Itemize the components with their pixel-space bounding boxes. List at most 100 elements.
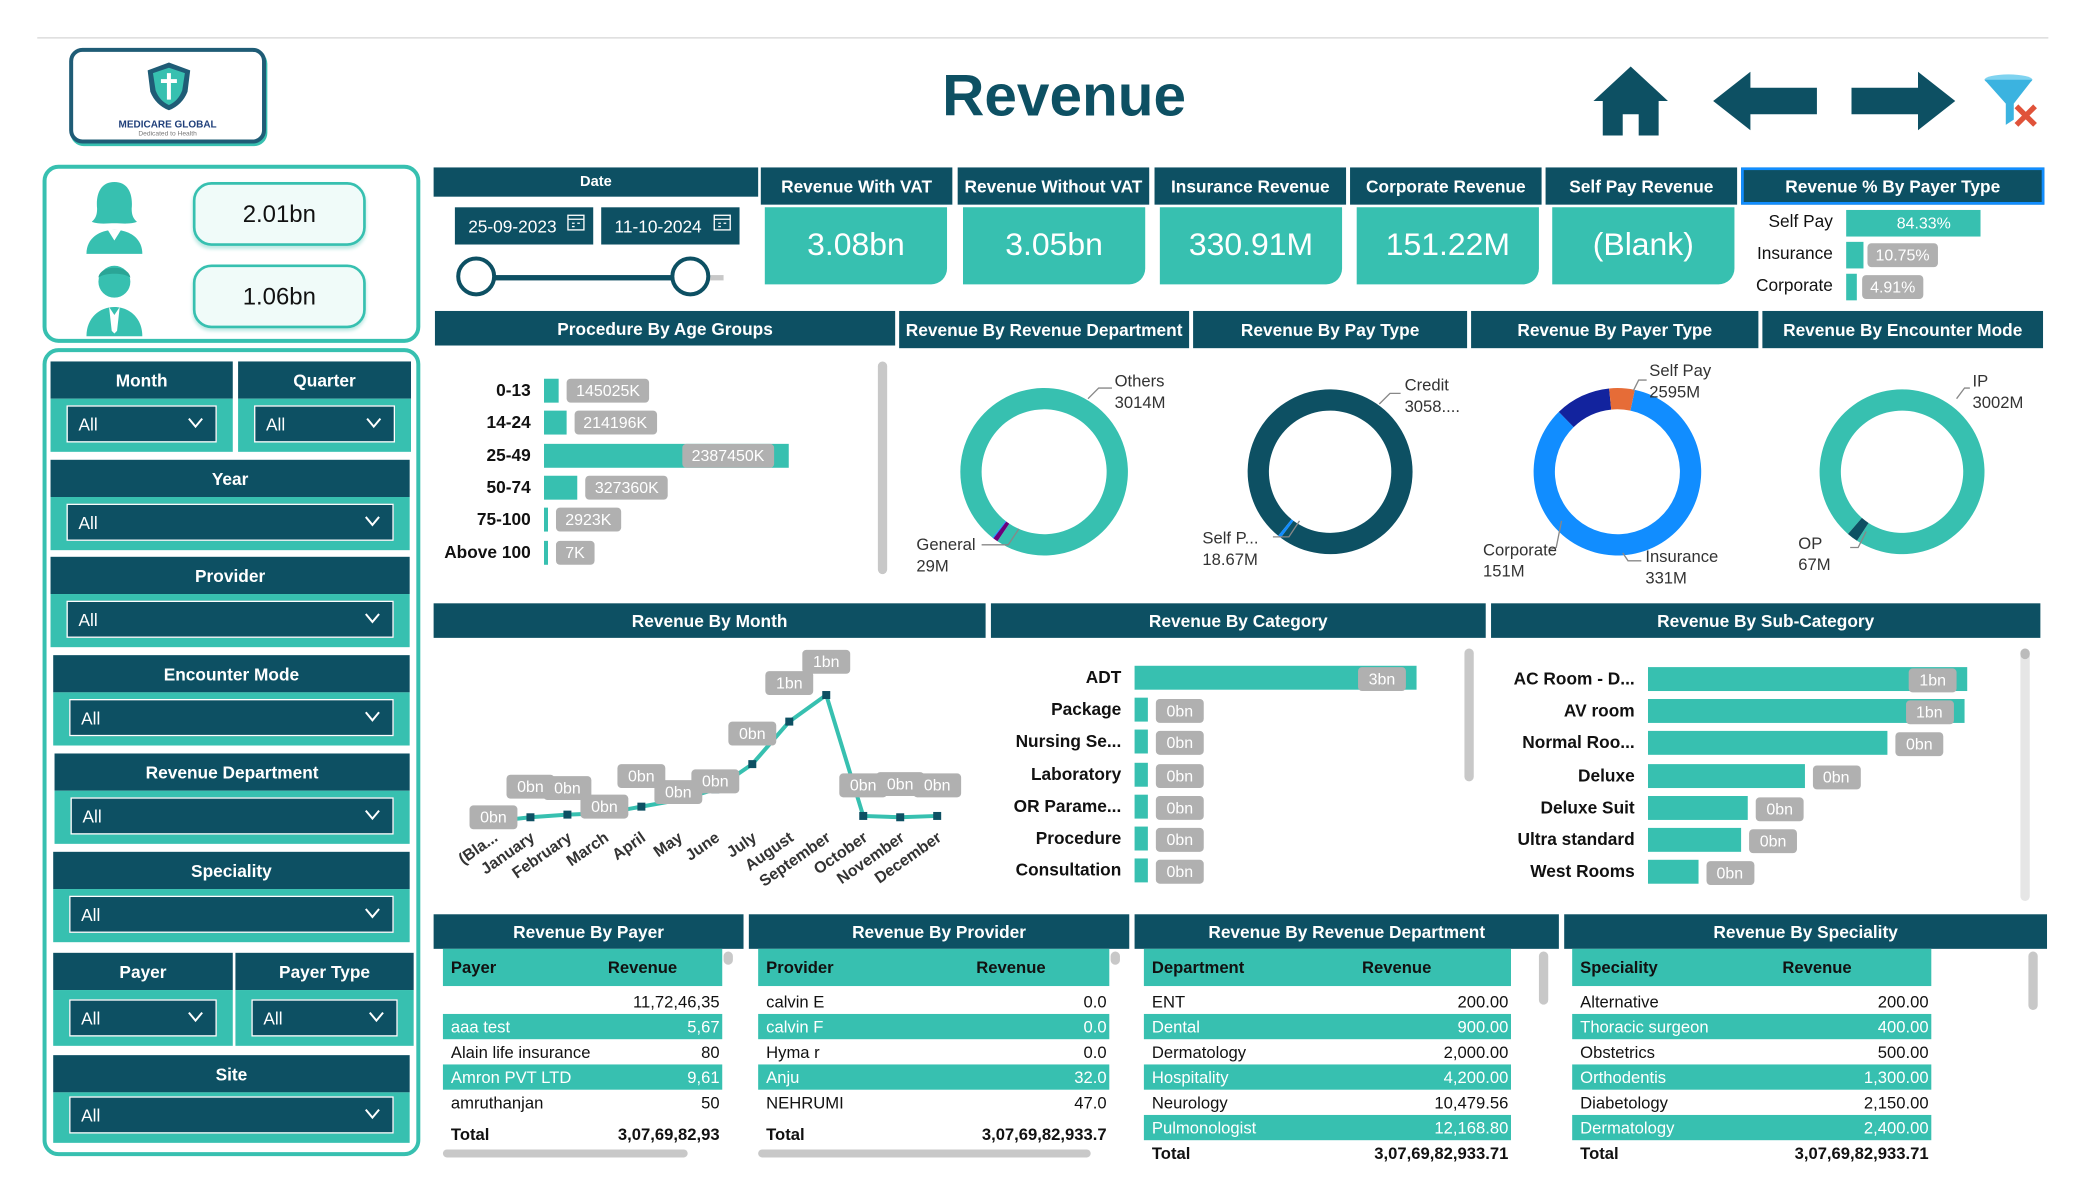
table-row[interactable]: Dermatology 2,400.00 [1572, 1114, 1932, 1141]
table-row[interactable]: Alain life insurance 80 [443, 1039, 722, 1064]
month-data-point[interactable] [896, 813, 905, 822]
department-table-vscroll[interactable] [1538, 951, 1549, 1005]
subcategory-scrollbar[interactable] [2020, 648, 2030, 901]
month-data-point[interactable] [637, 802, 646, 811]
table-row[interactable]: Obstetrics 500.00 [1572, 1039, 1931, 1064]
table-row[interactable]: Anju 32.0 [758, 1064, 1110, 1090]
category-scrollbar[interactable] [1464, 648, 1474, 782]
bar [1134, 794, 1148, 819]
table-row[interactable]: Dental 900.00 [1143, 1013, 1511, 1040]
month-data-point[interactable] [563, 810, 572, 819]
donut-slice[interactable] [1847, 517, 1869, 541]
month-data-point[interactable] [933, 811, 942, 820]
column-header[interactable]: Revenue [976, 958, 1046, 977]
month-data-label: 0bn [517, 779, 544, 796]
donut-slice[interactable] [1278, 519, 1294, 538]
donut-slice[interactable] [1533, 389, 1702, 556]
month-data-label: 0bn [850, 778, 877, 795]
site-dropdown[interactable]: All [69, 1096, 394, 1134]
column-header[interactable]: Provider [766, 958, 834, 977]
table-row[interactable]: Orthodentis 1,300.00 [1572, 1064, 1932, 1090]
month-line-chart: 0bn(Bla...0bnJanuary0bnFebruary0bnMarch0… [456, 649, 962, 890]
bar-category-label: ADT [1085, 667, 1122, 688]
provider-table-hscroll[interactable] [758, 1149, 1091, 1158]
column-header[interactable]: Revenue [1362, 958, 1432, 977]
forward-arrow-icon[interactable] [1849, 69, 1958, 133]
table-cell: Dermatology [1580, 1118, 1675, 1137]
table-row[interactable]: Hospitality 4,200.00 [1143, 1064, 1511, 1090]
donut-slice-value: 3014M [1115, 393, 1166, 412]
date-start-handle[interactable] [456, 256, 497, 297]
month-data-point[interactable] [526, 813, 535, 822]
month-data-point[interactable] [785, 717, 794, 726]
payer-table-hscroll[interactable] [442, 1149, 688, 1158]
date-end-handle[interactable] [670, 256, 711, 297]
provider-table-vscroll[interactable] [1110, 951, 1120, 965]
column-header[interactable]: Department [1151, 958, 1245, 977]
payer-type-dropdown[interactable]: All [251, 999, 398, 1037]
table-row[interactable]: aaa test 5,67 [442, 1013, 723, 1040]
table-row[interactable]: Thoracic surgeon 400.00 [1572, 1013, 1932, 1040]
table-row[interactable]: NEHRUMI 47.0 [758, 1090, 1109, 1115]
kpi-corporate-revenue-value: 151.22M [1356, 207, 1539, 285]
back-arrow-icon[interactable] [1711, 69, 1820, 133]
table-row[interactable]: Alternative 200.00 [1572, 989, 1931, 1014]
table-row[interactable]: calvin F 0.0 [758, 1013, 1110, 1040]
provider-dropdown[interactable]: All [66, 600, 394, 638]
column-header[interactable]: Revenue [1782, 958, 1852, 977]
month-data-point[interactable] [748, 760, 757, 769]
clear-filter-icon[interactable] [1982, 72, 2043, 130]
month-data-label-bg [839, 773, 888, 798]
donut-slice[interactable] [993, 521, 1010, 542]
speciality-table-vscroll[interactable] [2028, 951, 2038, 1010]
age-groups-scrollbar[interactable] [877, 361, 888, 575]
month-data-point[interactable] [859, 811, 868, 820]
bar-category-label: AV room [1563, 700, 1635, 721]
donut-slice-value: 3058.... [1405, 397, 1460, 416]
table-row[interactable]: Dermatology 2,000.00 [1144, 1039, 1511, 1064]
donut-slice[interactable] [992, 520, 1007, 539]
table-row[interactable]: calvin E 0.0 [758, 989, 1109, 1014]
table-column-header-row: Department Revenue [1143, 948, 1511, 987]
table-row[interactable]: Diabetology 2,150.00 [1572, 1090, 1931, 1115]
table-row[interactable]: Neurology 10,479.56 [1144, 1090, 1511, 1115]
payer-dropdown[interactable]: All [69, 999, 217, 1037]
payertype-donut-header: Revenue By Payer Type [1471, 310, 1759, 349]
donut-slice[interactable] [1247, 389, 1413, 555]
column-header[interactable]: Payer [450, 958, 497, 977]
payer-table-vscroll[interactable] [723, 951, 733, 965]
table-cell: Amron PVT LTD [450, 1067, 572, 1087]
table-cell: 200.00 [1457, 992, 1509, 1011]
table-row[interactable]: Hyma r 0.0 [758, 1039, 1109, 1064]
revenue-department-dropdown[interactable]: All [70, 797, 394, 835]
donut-leader-line [1272, 520, 1301, 538]
subcategory-scroll-thumb[interactable] [2020, 648, 2030, 660]
table-row[interactable]: Pulmonologist 12,168.80 [1143, 1114, 1511, 1141]
calendar-icon [567, 214, 585, 231]
home-icon[interactable] [1591, 64, 1671, 138]
table-row[interactable]: ENT 200.00 [1144, 989, 1511, 1014]
donut-slice[interactable] [960, 388, 1128, 556]
table-cell: 2,400.00 [1863, 1118, 1929, 1137]
month-data-label-bg [617, 764, 666, 789]
month-data-point[interactable] [822, 691, 831, 700]
payer-type-slicer-label: Payer Type [235, 952, 414, 991]
date-end-input[interactable]: 11-10-2024 [601, 207, 740, 245]
table-row[interactable]: amruthanjan 50 [443, 1090, 722, 1115]
column-header[interactable]: Revenue [607, 958, 678, 977]
donut-slice[interactable] [1558, 388, 1612, 428]
column-header[interactable]: Speciality [1580, 958, 1658, 977]
year-dropdown[interactable]: All [66, 503, 394, 541]
table-cell: 9,61 [687, 1067, 720, 1087]
month-dropdown[interactable]: All [66, 405, 217, 443]
encounter-mode-dropdown-value: All [81, 707, 101, 728]
speciality-dropdown[interactable]: All [69, 895, 394, 933]
donut-slice[interactable] [1819, 389, 1985, 555]
table-row[interactable]: 11,72,46,35 [443, 989, 722, 1014]
date-start-input[interactable]: 25-09-2023 [454, 207, 594, 245]
encounter-mode-dropdown[interactable]: All [69, 699, 394, 737]
donut-slice[interactable] [1609, 388, 1635, 411]
bar-category-label: Deluxe [1577, 764, 1635, 785]
quarter-dropdown[interactable]: All [254, 405, 396, 443]
table-row[interactable]: Amron PVT LTD 9,61 [442, 1064, 723, 1090]
